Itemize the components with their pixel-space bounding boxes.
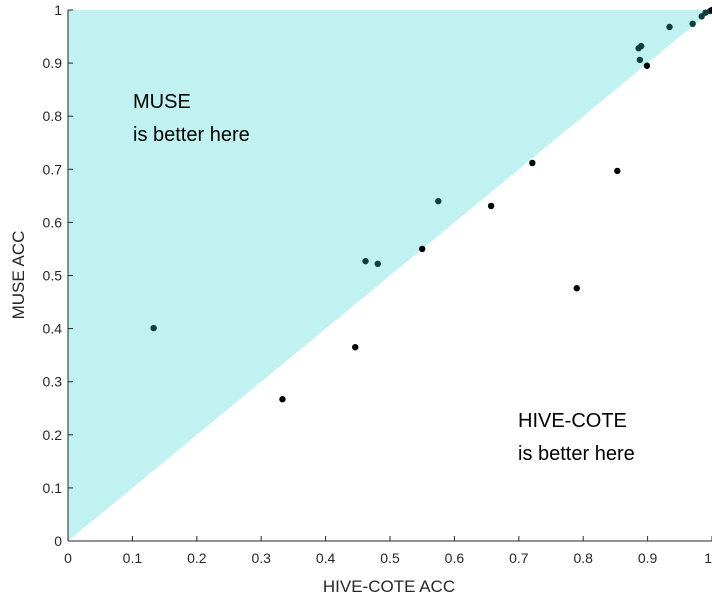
y-tick-label: 0 xyxy=(54,533,62,549)
data-point xyxy=(435,197,442,205)
x-tick-label: 0.1 xyxy=(123,550,143,566)
data-point xyxy=(689,20,696,28)
x-tick-label: 0.5 xyxy=(380,550,400,566)
y-tick-label: 0.4 xyxy=(43,321,63,337)
y-tick-label: 0.5 xyxy=(43,268,63,284)
data-point xyxy=(362,257,369,265)
y-tick-label: 0.2 xyxy=(43,427,63,443)
x-tick-label: 1 xyxy=(704,550,712,566)
x-tick-label: 0 xyxy=(64,550,72,566)
x-tick-label: 0.7 xyxy=(509,550,529,566)
data-point xyxy=(529,159,536,167)
data-point xyxy=(573,285,580,292)
y-axis-label: MUSE ACC xyxy=(9,231,28,320)
data-point xyxy=(636,56,644,64)
data-point xyxy=(374,260,381,268)
data-point xyxy=(150,324,157,332)
x-tick-label: 0.8 xyxy=(573,550,593,566)
x-tick-label: 0.9 xyxy=(638,550,658,566)
data-point xyxy=(279,396,286,403)
y-tick-label: 0.7 xyxy=(43,161,63,177)
muse-better-region xyxy=(68,10,712,541)
data-point xyxy=(643,62,651,69)
muse-better-annotation-line2: is better here xyxy=(133,124,250,146)
y-tick-label: 0.6 xyxy=(43,214,63,230)
y-tick-label: 0.1 xyxy=(43,480,63,496)
axes: 0 0.1 0.2 0.3 0.4 0.5 0.6 0.7 0.8 0.9 1 0 0.1 0.2 0.3 0… xyxy=(43,2,712,566)
data-point xyxy=(352,343,359,351)
hivecote-better-annotation-line1: HIVE-COTE xyxy=(518,410,627,432)
hivecote-better-annotation-line2: is better here xyxy=(518,443,635,465)
data-point xyxy=(708,6,712,14)
muse-better-annotation-line1: MUSE xyxy=(133,91,191,113)
x-tick-label: 0.3 xyxy=(251,550,271,566)
data-points xyxy=(150,6,712,403)
y-tick-label: 0.9 xyxy=(43,55,63,71)
y-tick-label: 0.3 xyxy=(43,374,63,390)
x-tick-label: 0.4 xyxy=(316,550,336,566)
data-point xyxy=(666,23,673,31)
data-point xyxy=(487,202,495,210)
y-tick-label: 0.8 xyxy=(43,108,63,124)
x-axis-label: HIVE-COTE ACC xyxy=(323,577,455,596)
data-point xyxy=(419,245,426,253)
data-point xyxy=(637,42,645,50)
x-tick-label: 0.6 xyxy=(445,550,465,566)
x-tick-label: 0.2 xyxy=(187,550,207,566)
y-tick-label: 1 xyxy=(54,2,62,18)
data-point xyxy=(614,167,621,175)
